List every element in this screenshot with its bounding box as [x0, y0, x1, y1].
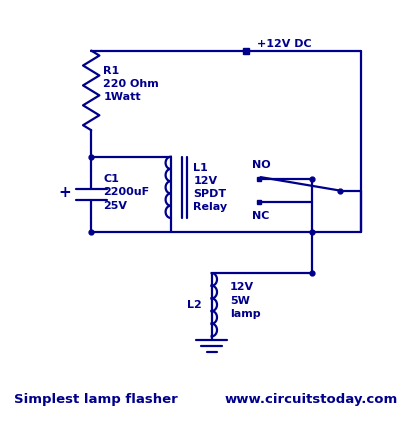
Text: +: + — [58, 185, 71, 200]
Text: NO: NO — [252, 160, 271, 170]
Text: NC: NC — [252, 211, 270, 220]
Text: www.circuitstoday.com: www.circuitstoday.com — [224, 393, 397, 406]
Text: 12V
5W
lamp: 12V 5W lamp — [230, 282, 261, 319]
Text: C1
2200uF
25V: C1 2200uF 25V — [104, 174, 150, 211]
Text: L2: L2 — [187, 300, 201, 310]
Text: L1
12V
SPDT
Relay: L1 12V SPDT Relay — [193, 162, 227, 212]
Text: +12V DC: +12V DC — [256, 39, 311, 48]
Text: R1
220 Ohm
1Watt: R1 220 Ohm 1Watt — [104, 66, 159, 103]
Text: Simplest lamp flasher: Simplest lamp flasher — [14, 393, 178, 406]
